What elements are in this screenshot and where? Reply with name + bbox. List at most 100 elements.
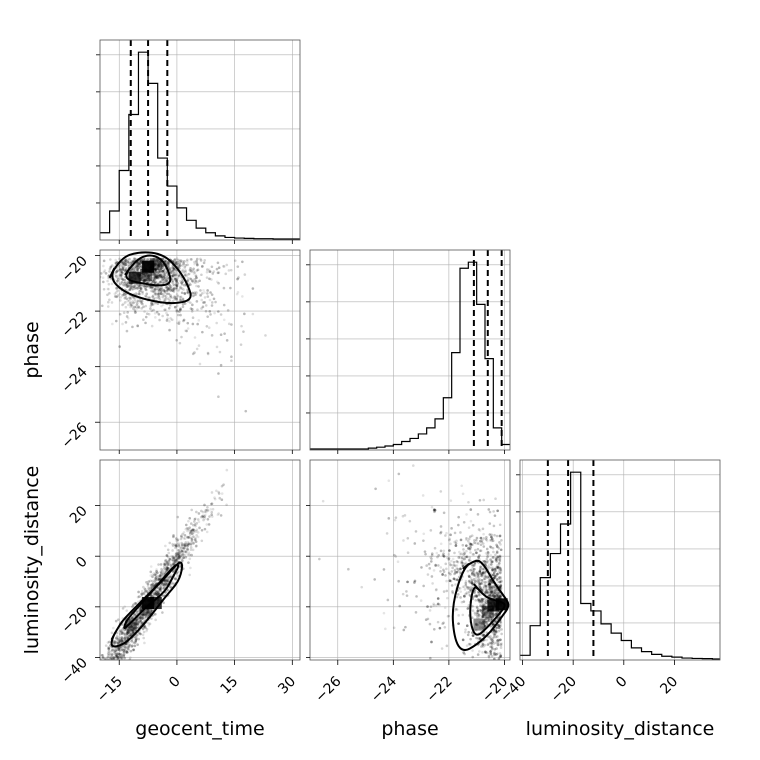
sample-point bbox=[472, 572, 476, 576]
sample-point bbox=[178, 264, 181, 268]
sample-point bbox=[171, 549, 174, 552]
sample-point bbox=[151, 295, 154, 299]
sample-point bbox=[160, 272, 164, 275]
sample-point bbox=[162, 276, 166, 279]
sample-point bbox=[487, 619, 490, 623]
sample-point bbox=[196, 268, 200, 272]
sample-point bbox=[211, 272, 215, 275]
sample-point bbox=[179, 552, 182, 555]
sample-point bbox=[167, 563, 171, 566]
sample-point bbox=[145, 611, 149, 614]
sample-point bbox=[463, 588, 467, 591]
sample-point bbox=[482, 619, 485, 622]
sample-point bbox=[165, 274, 169, 277]
sample-point bbox=[180, 544, 184, 547]
sample-point bbox=[122, 266, 125, 270]
sample-point bbox=[163, 289, 167, 293]
sample-point bbox=[126, 281, 129, 284]
sample-point bbox=[229, 286, 232, 290]
sample-point bbox=[491, 568, 494, 571]
sample-point bbox=[149, 586, 153, 590]
sample-point bbox=[201, 510, 205, 514]
sample-point bbox=[484, 575, 488, 579]
sample-point bbox=[145, 589, 149, 593]
sample-point bbox=[187, 542, 191, 546]
sample-point bbox=[142, 278, 146, 282]
sample-point bbox=[488, 586, 492, 590]
sample-point bbox=[133, 627, 136, 630]
sample-point bbox=[461, 562, 465, 565]
sample-point bbox=[492, 631, 495, 634]
sample-point bbox=[439, 569, 442, 573]
sample-point bbox=[492, 591, 495, 595]
sample-point bbox=[195, 534, 198, 537]
sample-point bbox=[465, 549, 468, 553]
sample-point bbox=[153, 573, 156, 577]
sample-point bbox=[498, 571, 502, 575]
sample-point bbox=[135, 618, 139, 622]
sample-point bbox=[185, 527, 189, 530]
sample-point bbox=[478, 614, 481, 618]
sample-point bbox=[165, 564, 169, 567]
sample-point bbox=[155, 570, 158, 573]
sample-point bbox=[477, 571, 481, 574]
sample-point bbox=[182, 318, 186, 322]
sample-point bbox=[167, 266, 171, 270]
sample-point bbox=[135, 268, 139, 272]
sample-point bbox=[113, 295, 117, 299]
sample-point bbox=[493, 633, 497, 637]
sample-point bbox=[125, 282, 128, 286]
sample-point bbox=[493, 591, 497, 595]
sample-point bbox=[138, 266, 142, 270]
sample-point bbox=[161, 264, 164, 267]
sample-point bbox=[170, 269, 173, 273]
sample-point bbox=[142, 280, 146, 283]
sample-point bbox=[134, 266, 138, 269]
sample-point bbox=[184, 555, 188, 559]
sample-point bbox=[480, 641, 484, 644]
sample-point bbox=[429, 605, 433, 609]
sample-point bbox=[175, 309, 178, 313]
sample-point bbox=[175, 279, 179, 282]
sample-point bbox=[124, 661, 127, 664]
sample-point bbox=[172, 283, 175, 286]
sample-point bbox=[172, 266, 175, 269]
sample-point bbox=[122, 262, 126, 266]
sample-point bbox=[476, 572, 480, 576]
sample-point bbox=[486, 590, 490, 594]
sample-point bbox=[177, 553, 180, 557]
sample-point bbox=[189, 546, 193, 549]
sample-point bbox=[481, 621, 484, 625]
sample-point bbox=[495, 653, 498, 656]
sample-point bbox=[149, 570, 153, 574]
sample-point bbox=[173, 559, 176, 563]
sample-point bbox=[166, 561, 169, 565]
sample-point bbox=[142, 585, 145, 589]
sample-point bbox=[192, 280, 195, 284]
sample-point bbox=[127, 645, 131, 649]
sample-point bbox=[449, 572, 452, 576]
sample-point bbox=[151, 575, 154, 579]
sample-point bbox=[126, 661, 129, 664]
sample-point bbox=[153, 274, 157, 278]
sample-point bbox=[470, 543, 474, 547]
sample-point bbox=[492, 652, 496, 656]
sample-point bbox=[166, 555, 170, 559]
sample-point bbox=[128, 257, 131, 261]
sample-point bbox=[152, 280, 155, 283]
sample-cloud bbox=[100, 257, 267, 413]
sample-point bbox=[121, 268, 125, 272]
sample-point bbox=[173, 561, 176, 565]
sample-point bbox=[175, 537, 178, 540]
sample-point bbox=[464, 583, 468, 587]
sample-point bbox=[166, 260, 170, 264]
sample-point bbox=[477, 528, 481, 531]
sample-point bbox=[495, 560, 498, 563]
sample-point bbox=[486, 583, 490, 587]
sample-point bbox=[154, 576, 157, 580]
sample-point bbox=[138, 290, 142, 293]
sample-point bbox=[490, 665, 493, 668]
sample-point bbox=[113, 650, 116, 653]
sample-point bbox=[145, 611, 149, 614]
sample-point bbox=[496, 572, 499, 576]
